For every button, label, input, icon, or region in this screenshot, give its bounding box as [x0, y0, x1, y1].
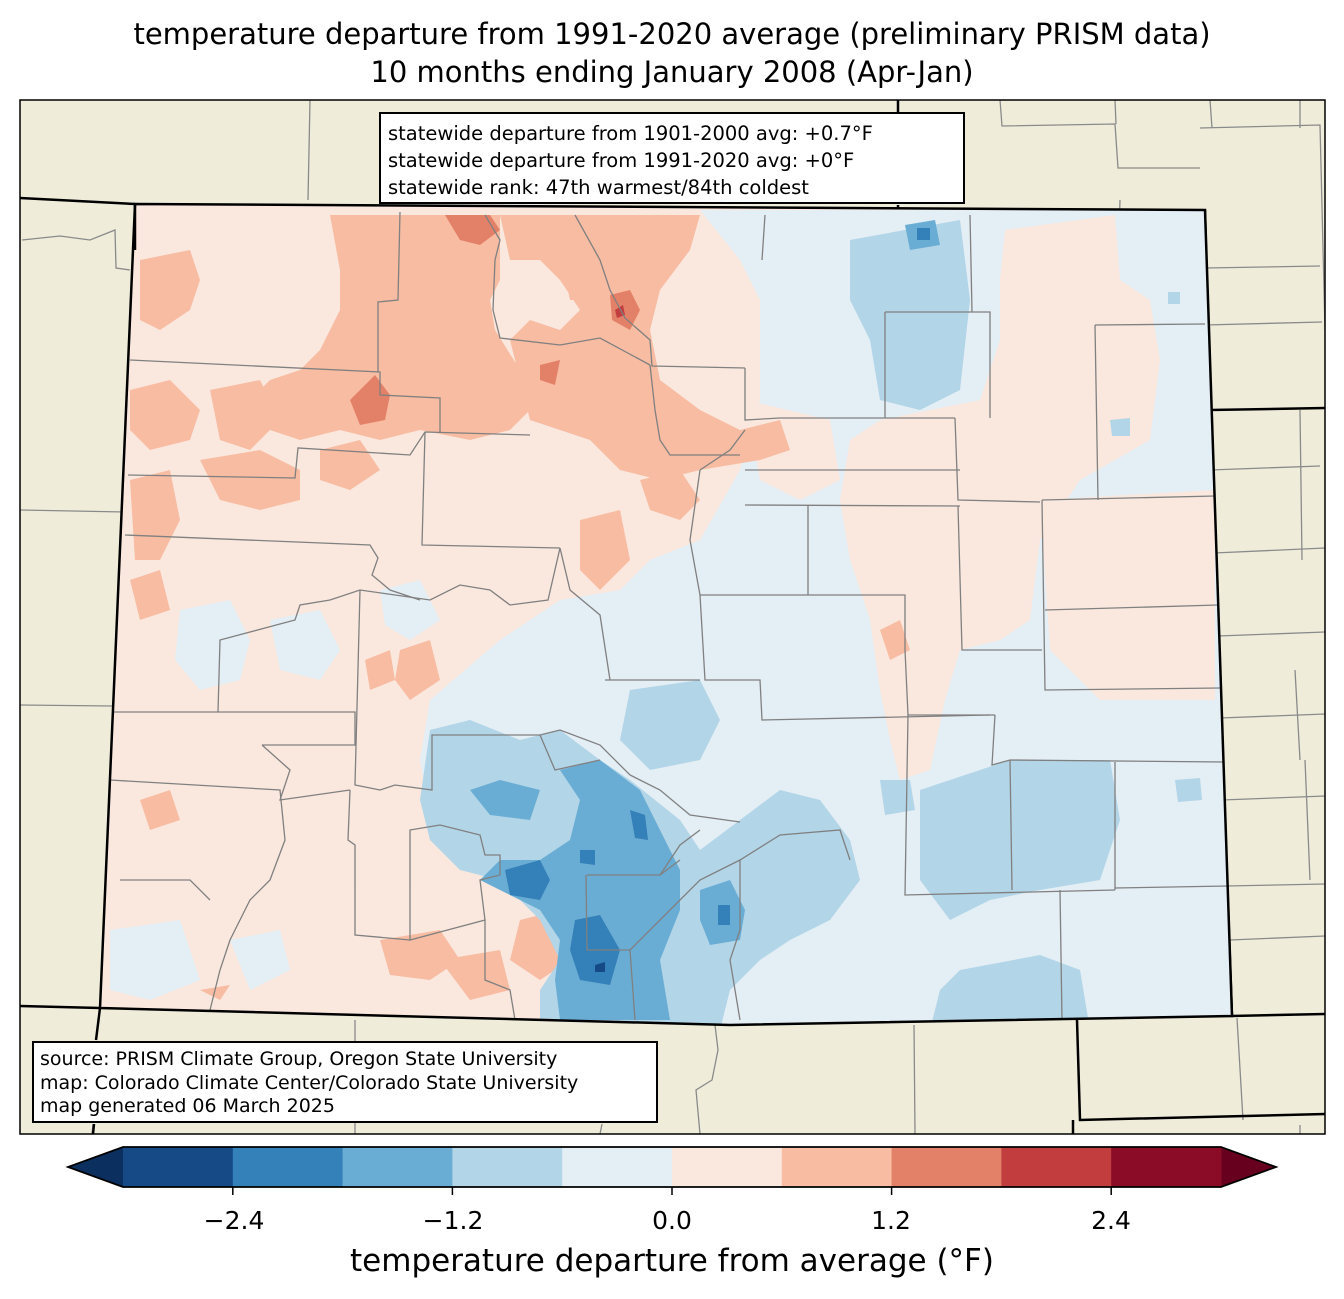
colorado-border — [98, 202, 1234, 1027]
colorbar-over-arrow — [1221, 1147, 1276, 1187]
contour-0.6-to-1.2 — [130, 215, 910, 1000]
contour-neg0.6-to-0 — [110, 580, 440, 1000]
colorbar-tick-label: −2.4 — [203, 1206, 265, 1235]
contour-neg2.4-to-neg1.8 — [505, 860, 550, 900]
colorbar-tick-label: 0.0 — [652, 1206, 692, 1235]
colorbar-segment — [1001, 1147, 1112, 1187]
source-box: source: PRISM Climate Group, Oregon Stat… — [32, 1041, 658, 1123]
map-title: temperature departure from 1991-2020 ave… — [133, 17, 1211, 51]
colorbar — [65, 1146, 1279, 1195]
contour-1.8-to-2.4 — [615, 305, 625, 318]
stats-departure-1901-2000: statewide departure from 1901-2000 avg: … — [388, 122, 873, 145]
colorbar-tick-label: 1.2 — [871, 1206, 911, 1235]
colorbar-segment — [781, 1147, 893, 1187]
colorbar-label: temperature departure from average (°F) — [350, 1243, 994, 1279]
map-frame — [19, 99, 1326, 1135]
colorbar-segment — [1111, 1147, 1222, 1187]
contour-below-neg2.4 — [595, 962, 605, 972]
colorbar-under-arrow — [68, 1147, 123, 1187]
map-credit: map: Colorado Climate Center/Colorado St… — [40, 1071, 579, 1094]
map-subtitle: 10 months ending January 2008 (Apr-Jan) — [370, 55, 974, 89]
neighbor-county-lines — [20, 100, 1325, 1134]
colorbar-segment — [342, 1147, 453, 1187]
contour-0-to-0.6 — [840, 215, 1160, 780]
colorbar-outline — [65, 1146, 1279, 1188]
colorbar-segment — [232, 1147, 344, 1187]
colorado-departure-field — [100, 204, 1232, 1025]
county-lines — [109, 211, 1229, 1021]
colorbar-segment — [672, 1147, 783, 1187]
colorbar-segment — [562, 1147, 673, 1187]
colorbar-tick-label: 2.4 — [1091, 1206, 1131, 1235]
generated-date: map generated 06 March 2025 — [40, 1095, 335, 1117]
stats-departure-1991-2020: statewide departure from 1991-2020 avg: … — [388, 149, 855, 172]
colorbar-segment — [891, 1147, 1002, 1187]
colorbar-tick-label: −1.2 — [422, 1206, 484, 1235]
source-credit: source: PRISM Climate Group, Oregon Stat… — [40, 1048, 558, 1070]
colorbar-segment — [123, 1147, 234, 1187]
colorbar-segment — [452, 1147, 563, 1187]
stats-rank: statewide rank: 47th warmest/84th coldes… — [388, 176, 809, 199]
statewide-stats-box: statewide departure from 1901-2000 avg: … — [379, 112, 965, 204]
